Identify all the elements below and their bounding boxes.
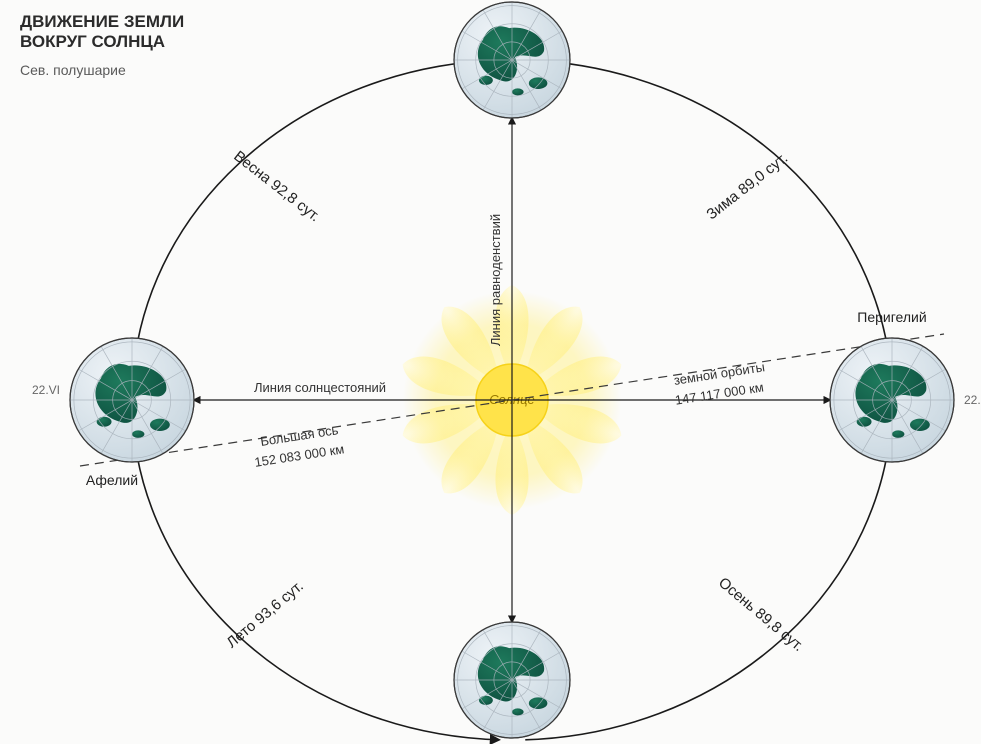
solstice-label: Линия солнцестояний (254, 380, 386, 395)
diagram-subtitle: Сев. полушарие (20, 62, 126, 78)
orbit-diagram: СолнцеЛиния равноденствийЛиния солнцесто… (0, 0, 981, 744)
earth-top (454, 2, 570, 118)
earth-left (70, 338, 194, 462)
date-right: 22.XII (964, 393, 981, 407)
earth-bottom (454, 622, 570, 738)
title-line1: ДВИЖЕНИЕ ЗЕМЛИ (20, 12, 184, 31)
aphelion-label: Афелий (86, 472, 138, 488)
title-line2: ВОКРУГ СОЛНЦА (20, 32, 165, 51)
perihelion-label: Перигелий (857, 309, 926, 325)
date-left: 22.VI (32, 383, 60, 397)
equinox-label: Линия равноденствий (488, 214, 503, 346)
earth-right (830, 338, 954, 462)
diagram-title: ДВИЖЕНИЕ ЗЕМЛИ ВОКРУГ СОЛНЦА (20, 12, 184, 51)
